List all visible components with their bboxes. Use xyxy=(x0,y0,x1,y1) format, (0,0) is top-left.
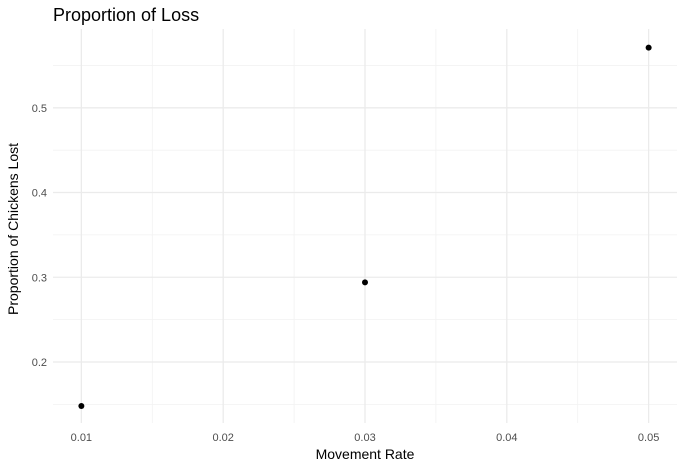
y-axis-ticks: 0.2 0.3 0.4 0.5 xyxy=(32,103,47,369)
y-tick-label: 0.3 xyxy=(32,272,47,284)
x-tick-label: 0.05 xyxy=(638,432,659,444)
x-axis-ticks: 0.01 0.02 0.03 0.04 0.05 xyxy=(71,432,660,444)
data-point xyxy=(362,279,368,286)
chart-title: Proportion of Loss xyxy=(53,5,199,25)
y-axis-title: Proportion of Chickens Lost xyxy=(5,143,21,315)
y-tick-label: 0.5 xyxy=(32,103,47,115)
data-point xyxy=(645,44,652,51)
grid xyxy=(53,29,677,423)
y-tick-label: 0.2 xyxy=(32,357,47,369)
data-point xyxy=(78,403,85,410)
y-tick-label: 0.4 xyxy=(32,188,47,200)
data-points xyxy=(78,44,652,410)
x-tick-label: 0.01 xyxy=(71,432,92,444)
x-axis-title: Movement Rate xyxy=(316,446,415,462)
x-tick-label: 0.02 xyxy=(212,432,233,444)
x-tick-label: 0.04 xyxy=(496,432,517,444)
x-tick-label: 0.03 xyxy=(354,432,375,444)
